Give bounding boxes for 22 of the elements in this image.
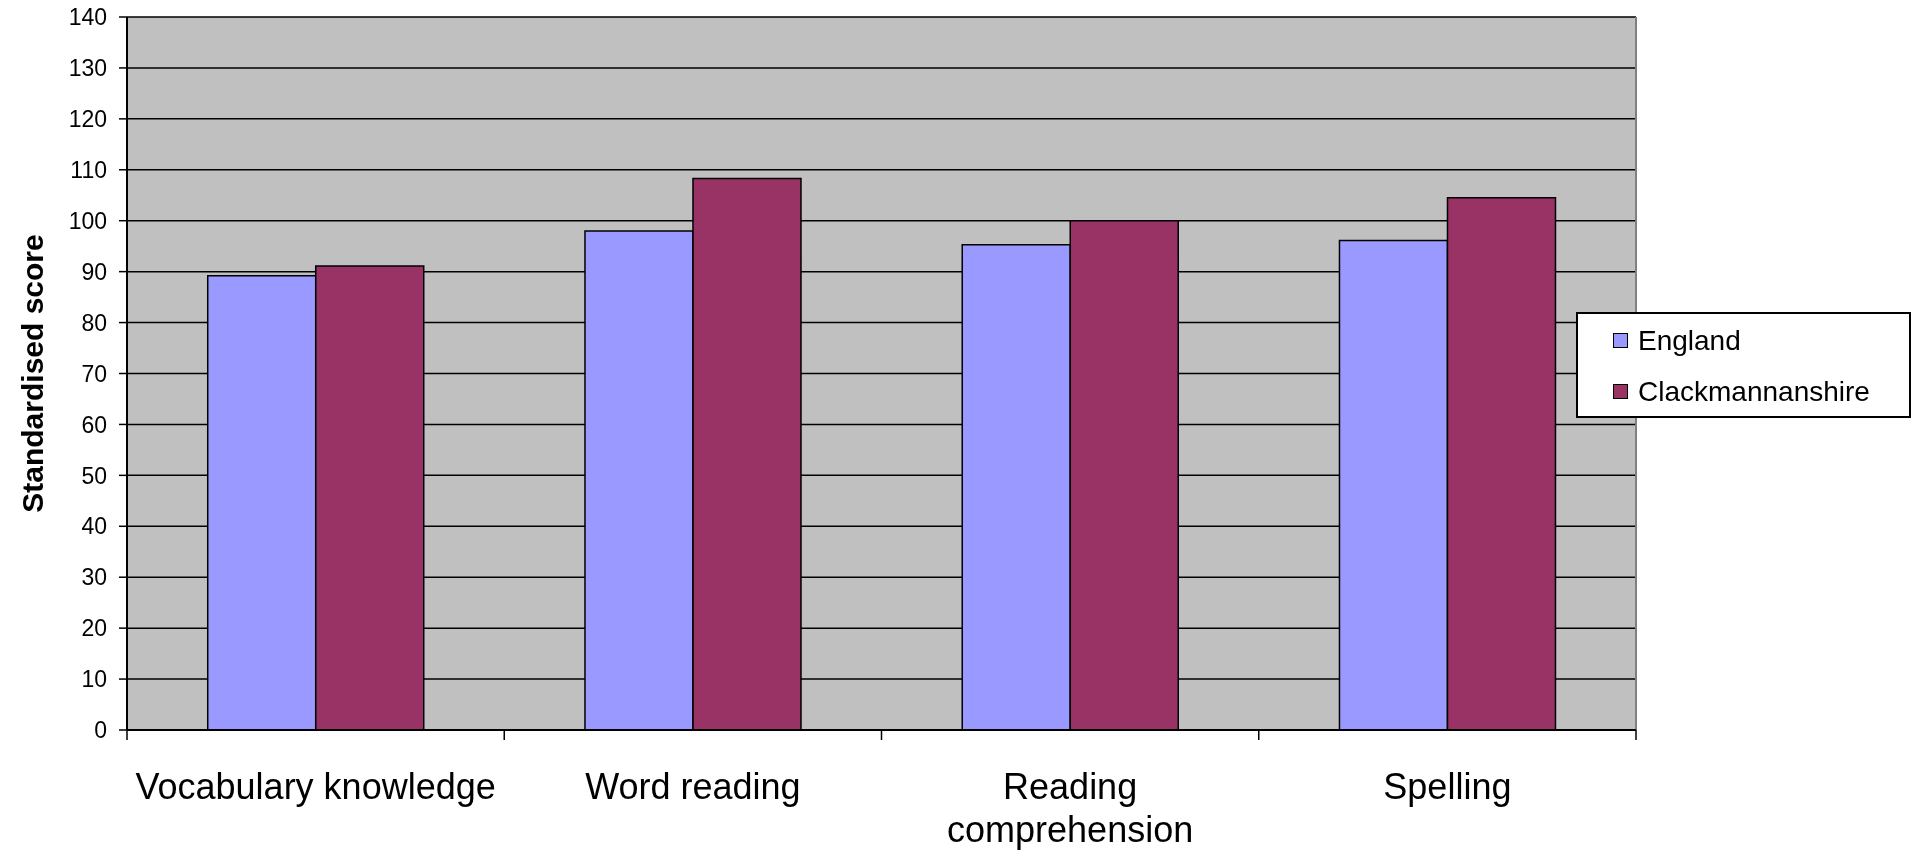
y-tick-label: 80	[81, 309, 107, 336]
y-tick-label: 130	[68, 55, 107, 82]
legend-label: England	[1638, 324, 1741, 357]
y-tick-label: 20	[81, 615, 107, 642]
y-tick-label: 40	[81, 513, 107, 540]
x-tick-label: Word reading	[585, 766, 801, 807]
y-tick-label: 30	[81, 564, 107, 591]
x-tick-label: Reading comprehension	[947, 766, 1194, 851]
legend-label: Clackmannanshire	[1638, 375, 1870, 408]
x-tick-label: Vocabulary knowledge	[135, 766, 496, 807]
y-tick-label: 100	[68, 207, 107, 234]
y-tick-label: 120	[68, 106, 107, 133]
y-tick-label: 0	[94, 717, 107, 744]
y-axis-title: Standardised score	[15, 234, 49, 513]
y-tick-label: 60	[81, 411, 107, 438]
y-tick-label: 50	[81, 462, 107, 489]
x-tick-label: Spelling	[1383, 766, 1512, 807]
y-tick-label: 90	[81, 258, 107, 285]
y-tick-label: 10	[81, 666, 107, 693]
y-tick-label: 70	[81, 360, 107, 387]
y-tick-label: 110	[70, 156, 107, 183]
y-tick-label: 140	[68, 4, 107, 31]
